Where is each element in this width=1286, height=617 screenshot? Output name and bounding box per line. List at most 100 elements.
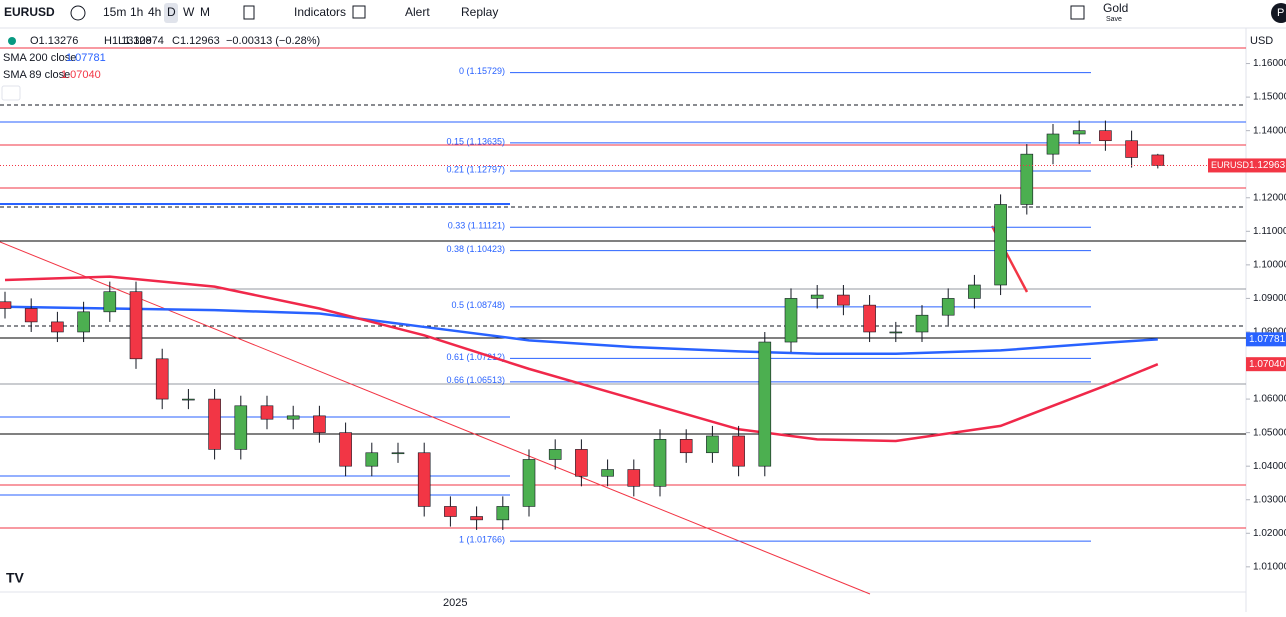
fib-label: 0.66 (1.06513) bbox=[446, 375, 505, 385]
candle-body bbox=[706, 435, 719, 454]
price-badge bbox=[1246, 332, 1286, 347]
interval[interactable]: 4h bbox=[148, 5, 161, 19]
plot: 0 (1.15729) 0.15 (1.13635) 0.21 (1.12797) 0… bbox=[0, 66, 1246, 545]
avatar-letter: P bbox=[1277, 7, 1284, 19]
candle-body bbox=[889, 331, 903, 334]
currency[interactable]: USD bbox=[1250, 35, 1273, 47]
indicators[interactable]: Indicators bbox=[294, 5, 346, 19]
candle-body bbox=[837, 294, 850, 306]
candle-body bbox=[1020, 153, 1034, 205]
y-tick-label: 1.12000 bbox=[1253, 192, 1286, 203]
x-tick-label: 2025 bbox=[443, 597, 467, 609]
candle-body bbox=[129, 291, 143, 360]
y-tick-label: 1.03000 bbox=[1253, 494, 1286, 505]
fib-label: 0.15 (1.13635) bbox=[446, 136, 505, 146]
candle-body bbox=[575, 449, 588, 477]
candle-body bbox=[1125, 140, 1138, 158]
y-tick-label: 1.08000 bbox=[1253, 327, 1286, 338]
candle-body bbox=[339, 432, 352, 467]
sma-value: 1.07781 bbox=[66, 52, 106, 64]
candle-body bbox=[0, 301, 12, 309]
candle-body bbox=[679, 439, 693, 454]
candle-body bbox=[51, 321, 64, 333]
sma-label: SMA 200 close bbox=[3, 52, 76, 64]
candle-body bbox=[182, 398, 195, 401]
candle-body bbox=[732, 435, 745, 467]
candle-body bbox=[286, 415, 300, 420]
plan[interactable]: Gold bbox=[1103, 1, 1128, 15]
candle-body bbox=[24, 308, 38, 323]
add-symbol[interactable] bbox=[70, 5, 86, 21]
sma-line bbox=[4, 275, 1159, 443]
candle-body bbox=[260, 405, 274, 420]
y-tick-label: 1.06000 bbox=[1253, 394, 1286, 405]
candle-body bbox=[1046, 133, 1060, 155]
candle-body bbox=[994, 204, 1007, 286]
alert[interactable]: Alert bbox=[405, 5, 430, 19]
candle-body bbox=[444, 506, 457, 517]
legend-change: −0.00313 (−0.28%) bbox=[226, 35, 320, 47]
symbol-badge-text: EURUSD bbox=[1211, 160, 1250, 170]
y-tick-label: 1.04000 bbox=[1253, 461, 1286, 472]
candle-body bbox=[810, 294, 824, 299]
y-tick-label: 1.11000 bbox=[1253, 226, 1286, 237]
y-tick-label: 1.10000 bbox=[1253, 260, 1286, 271]
interval[interactable]: M bbox=[200, 5, 210, 19]
candle-body bbox=[1151, 154, 1165, 166]
chart-type[interactable] bbox=[243, 5, 255, 20]
drawings bbox=[0, 47, 1246, 595]
interval[interactable]: 1h bbox=[130, 5, 143, 19]
symbol[interactable]: EURUSD bbox=[4, 5, 55, 19]
price-badge-text: 1.07781 bbox=[1249, 334, 1286, 345]
legend-close: C1.12963 bbox=[172, 35, 220, 47]
checkbox[interactable] bbox=[1070, 5, 1085, 20]
candle-body bbox=[234, 405, 248, 450]
y-tick-label: 1.16000 bbox=[1253, 58, 1286, 69]
fib-label: 0.38 (1.10423) bbox=[446, 244, 505, 254]
candle-body bbox=[365, 452, 379, 467]
plan-sub: Save bbox=[1106, 16, 1122, 23]
y-tick-label: 1.14000 bbox=[1253, 125, 1286, 136]
candle-body bbox=[941, 298, 955, 316]
y-tick-label: 1.05000 bbox=[1253, 427, 1286, 438]
candle-body bbox=[784, 298, 798, 343]
candle-body bbox=[470, 516, 483, 521]
candle-body bbox=[313, 415, 326, 433]
candle-body bbox=[915, 314, 929, 333]
fib-label: 0.61 (1.07212) bbox=[446, 352, 505, 362]
toolbar bbox=[0, 0, 1286, 28]
sma-value: 1.07040 bbox=[61, 69, 101, 81]
candle-body bbox=[1072, 130, 1086, 135]
interval[interactable]: 15m bbox=[103, 5, 126, 19]
candle-body bbox=[155, 358, 169, 400]
candle-body bbox=[77, 311, 90, 333]
avatar[interactable] bbox=[1271, 3, 1286, 23]
legend-high: H1.13309 bbox=[104, 35, 152, 47]
interval[interactable]: D bbox=[167, 5, 176, 19]
fib-label: 0.21 (1.12797) bbox=[446, 164, 505, 174]
interval[interactable]: W bbox=[183, 5, 195, 19]
candle-body bbox=[653, 439, 667, 487]
interval-active bbox=[164, 3, 178, 23]
trend-line bbox=[0, 241, 871, 595]
symbol-badge bbox=[1208, 158, 1246, 173]
fib-label: 1 (1.01766) bbox=[459, 535, 505, 545]
candle-body bbox=[601, 469, 614, 477]
candle-body bbox=[863, 304, 876, 333]
candle-body bbox=[758, 341, 772, 467]
legend-open: O1.13276 bbox=[30, 35, 78, 47]
candle-body bbox=[548, 449, 562, 460]
fib-label: 0.33 (1.11121) bbox=[448, 221, 505, 231]
templates[interactable] bbox=[352, 5, 366, 19]
price-badge-text: 1.07040 bbox=[1249, 359, 1286, 370]
price-badge bbox=[1246, 357, 1286, 372]
replay[interactable]: Replay bbox=[461, 5, 498, 19]
y-tick-label: 1.01000 bbox=[1253, 561, 1286, 572]
collapse[interactable] bbox=[1, 85, 21, 101]
candle-body bbox=[391, 452, 405, 455]
sma-label: SMA 89 close bbox=[3, 69, 70, 81]
y-tick-label: 1.09000 bbox=[1253, 293, 1286, 304]
